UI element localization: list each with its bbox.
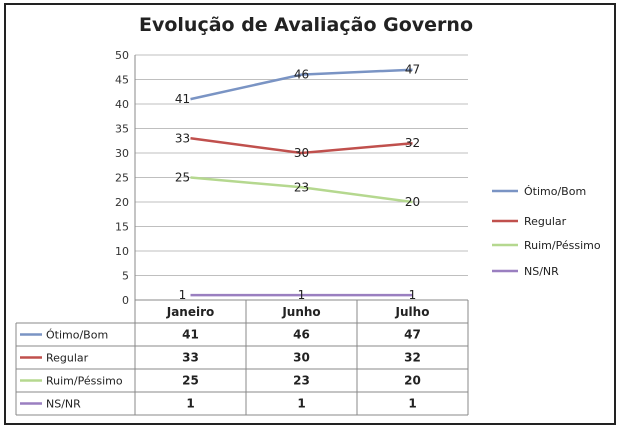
table-cell: 33 (182, 351, 199, 365)
x-category-label: Julho (395, 305, 430, 319)
table-cell: 1 (297, 397, 305, 411)
y-axis: 0 5 10 15 20 25 30 35 40 45 50 (115, 49, 136, 307)
line-chart: Evolução de Avaliação Governo 0 5 10 15 20 25… (15, 14, 601, 416)
y-tick-label: 0 (122, 294, 129, 307)
y-tick-label: 50 (115, 49, 129, 62)
series-line-1 (190, 137, 413, 155)
y-tick-label: 35 (115, 123, 129, 136)
table-row-label: NS/NR (46, 398, 81, 411)
data-label: 33 (175, 131, 190, 145)
data-table: Ótimo/Bom 41 46 47 Regular 33 30 32 Ruim/Péssimo… (15, 299, 469, 416)
data-label: 20 (405, 195, 420, 209)
table-cell: 23 (293, 374, 310, 388)
data-label: 23 (294, 180, 309, 194)
series-line-0 (190, 68, 413, 101)
table-cell: 20 (404, 374, 421, 388)
data-labels: 41 46 47 33 30 32 25 23 20 1 1 1 (175, 63, 420, 302)
y-tick-label: 40 (115, 98, 129, 111)
y-tick-label: 15 (115, 221, 129, 234)
table-row-label: Ótimo/Bom (46, 329, 108, 342)
x-category-label: Janeiro (166, 305, 215, 319)
x-category-label: Junho (281, 305, 320, 319)
table-cell: 46 (293, 328, 310, 342)
series-lines (190, 68, 413, 297)
table-cell: 32 (404, 351, 421, 365)
y-tick-label: 10 (115, 245, 129, 258)
data-label: 41 (175, 92, 190, 106)
y-tick-label: 25 (115, 172, 129, 185)
y-tick-label: 20 (115, 196, 129, 209)
table-cell: 1 (186, 397, 194, 411)
y-tick-label: 45 (115, 74, 129, 87)
data-label: 47 (405, 63, 420, 77)
table-row-label: Ruim/Péssimo (46, 375, 123, 388)
table-cell: 25 (182, 374, 199, 388)
data-label: 1 (298, 288, 306, 302)
legend-label: Ruim/Péssimo (524, 239, 601, 252)
y-tick-label: 5 (122, 270, 129, 283)
table-cell: 47 (404, 328, 421, 342)
y-tick-label: 30 (115, 147, 129, 160)
series-line-2 (190, 176, 413, 204)
table-cell: 30 (293, 351, 310, 365)
data-label: 1 (179, 288, 187, 302)
legend-label: Regular (524, 215, 567, 228)
data-label: 25 (175, 171, 190, 185)
table-cell: 41 (182, 328, 199, 342)
x-axis-categories: Janeiro Junho Julho (166, 305, 430, 319)
data-label: 32 (405, 136, 420, 150)
data-label: 1 (409, 288, 417, 302)
data-label: 30 (294, 146, 309, 160)
chart-frame: Evolução de Avaliação Governo 0 5 10 15 20 25… (4, 3, 616, 425)
table-cell: 1 (408, 397, 416, 411)
data-label: 46 (294, 68, 309, 82)
legend: Ótimo/Bom Regular Ruim/Péssimo NS/NR (492, 185, 601, 278)
chart-title: Evolução de Avaliação Governo (139, 14, 473, 36)
table-row-label: Regular (46, 352, 89, 365)
legend-label: Ótimo/Bom (524, 185, 586, 198)
legend-label: NS/NR (524, 265, 559, 278)
